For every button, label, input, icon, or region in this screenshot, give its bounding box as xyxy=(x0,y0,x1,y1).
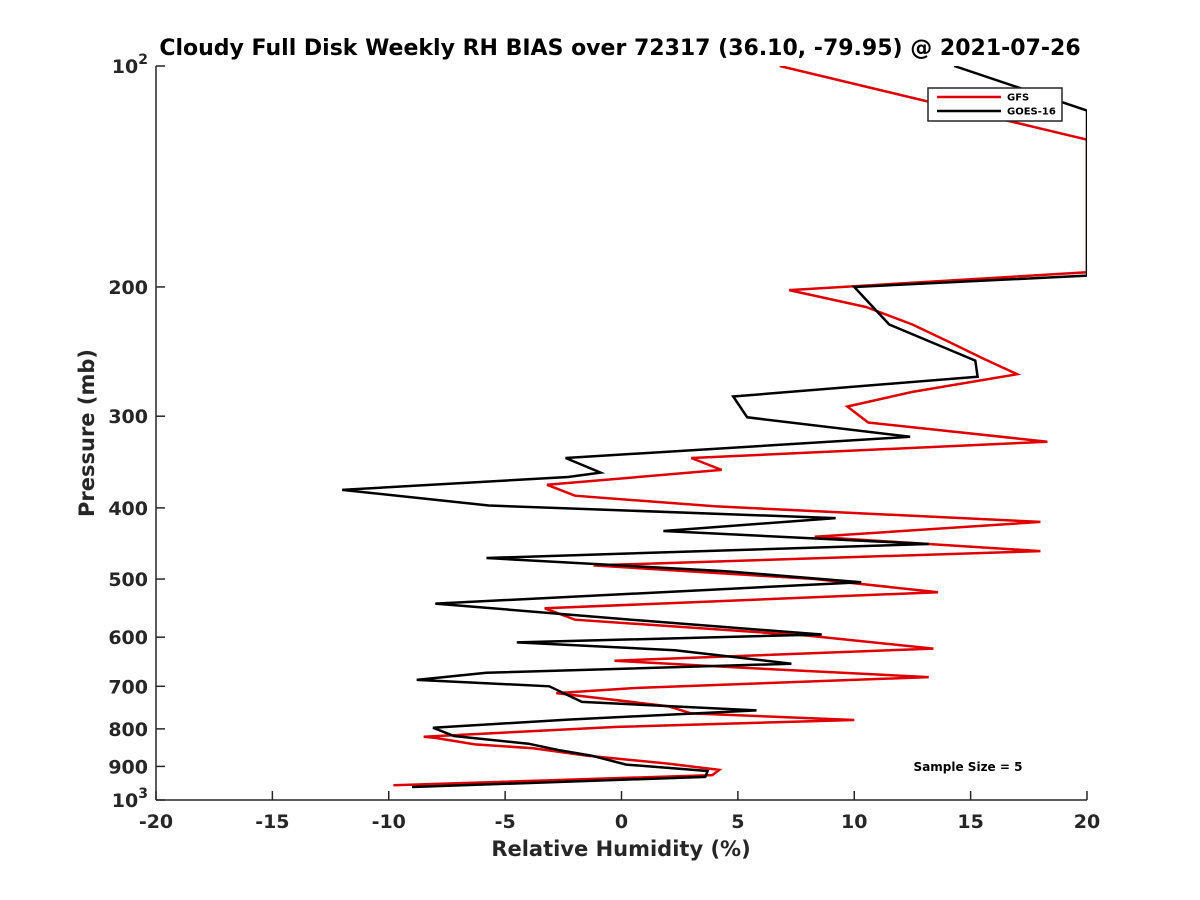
y-tick-label: 800 xyxy=(108,719,148,741)
y-tick-label: 700 xyxy=(108,676,148,698)
x-tick-label: 10 xyxy=(841,811,867,833)
series-line-gfs xyxy=(393,66,1087,787)
x-ticks: -20 -15 -10 -5 0 5 10 15 20 xyxy=(139,791,1100,833)
legend-label-gfs: GFS xyxy=(1007,93,1029,104)
legend-box xyxy=(927,87,1063,122)
series-layer xyxy=(342,66,1087,789)
x-tick-label: -10 xyxy=(372,811,406,833)
y-tick-label: 500 xyxy=(108,569,148,591)
x-tick-label: 20 xyxy=(1074,811,1100,833)
legend-label-goes-16: GOES-16 xyxy=(1007,107,1056,118)
legend: GFS GOES-16 xyxy=(927,87,1063,122)
y-tick-label: 300 xyxy=(108,406,148,428)
chart-title: Cloudy Full Disk Weekly RH BIAS over 723… xyxy=(159,36,1080,61)
plot-area xyxy=(155,66,1087,801)
y-tick-label: 103 xyxy=(112,786,148,812)
y-tick-label: 900 xyxy=(108,756,148,778)
y-tick-label: 400 xyxy=(108,498,148,520)
x-tick-label: -15 xyxy=(255,811,289,833)
x-tick-label: 0 xyxy=(615,811,628,833)
x-tick-label: 15 xyxy=(957,811,983,833)
sample-size-annotation: Sample Size = 5 xyxy=(914,760,1023,774)
y-axis-label: Pressure (mb) xyxy=(75,349,99,517)
series-line-goes-16 xyxy=(342,66,1087,789)
x-tick-label: 5 xyxy=(731,811,744,833)
y-tick-label: 600 xyxy=(108,627,148,649)
y-ticks: 102 200 300 400 500 600 700 800 900 103 xyxy=(108,52,165,812)
x-tick-label: -20 xyxy=(139,811,173,833)
x-tick-label: -5 xyxy=(495,811,516,833)
y-tick-label: 102 xyxy=(112,52,148,78)
y-tick-label: 200 xyxy=(108,277,148,299)
x-axis-label: Relative Humidity (%) xyxy=(491,837,750,861)
